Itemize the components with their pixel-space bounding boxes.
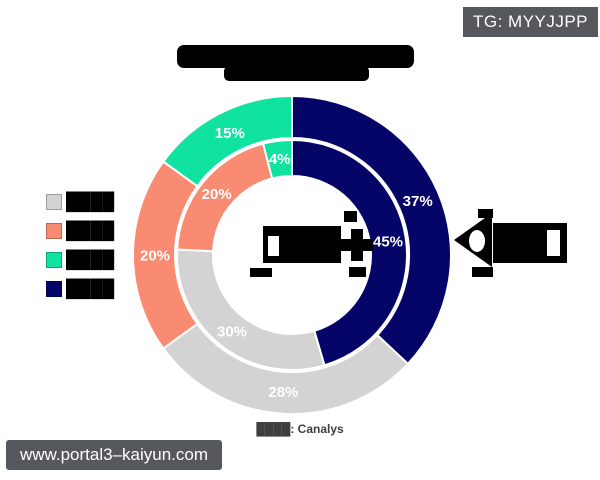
legend-item-navy: ████ — [46, 279, 115, 298]
segment-label-inner-gray: 30% — [217, 323, 247, 340]
legend-swatch-salmon — [46, 223, 62, 239]
telegram-badge: TG: MYYJJPP — [463, 7, 598, 37]
watermark-url: www.portal3–kaiyun.com — [6, 440, 222, 470]
segment-label-outer-green: 15% — [215, 125, 245, 142]
legend-label-redacted: ████ — [66, 221, 115, 240]
segment-label-inner-salmon: 20% — [202, 186, 232, 203]
donut-segment-labels: 37% 28% 20% 15% 45% 30% 20% 4% — [140, 125, 433, 401]
right-text-block-gap — [547, 230, 560, 256]
chart-legend: ████ ████ ████ ████ — [46, 192, 115, 310]
segment-label-outer-salmon: 20% — [140, 247, 170, 264]
legend-label-redacted: ████ — [66, 192, 115, 211]
right-text-tick — [472, 267, 493, 277]
center-text-block-gap — [268, 236, 279, 256]
center-text-tick — [349, 267, 366, 277]
plus-icon — [351, 229, 363, 261]
legend-label-redacted: ████ — [66, 279, 115, 298]
legend-swatch-gray — [46, 194, 62, 210]
legend-swatch-green — [46, 252, 62, 268]
left-arrow-hole — [469, 230, 485, 252]
donut-segment-inner-navy — [291, 139, 408, 367]
donut-segment-outer-green — [162, 95, 293, 188]
source-note: ████: Canalys — [256, 422, 344, 436]
legend-item-gray: ████ — [46, 192, 115, 211]
right-text-tick — [478, 209, 493, 218]
title-redacted-block-1 — [177, 45, 414, 68]
legend-label-redacted: ████ — [66, 250, 115, 269]
donut-segment-inner-green — [262, 139, 293, 180]
center-text-tick — [250, 268, 272, 277]
donut-segment-outer-navy — [291, 95, 452, 365]
center-redacted-text — [250, 211, 373, 277]
legend-item-salmon: ████ — [46, 221, 115, 240]
segment-label-outer-navy: 37% — [403, 193, 433, 210]
donut-segments — [132, 95, 452, 415]
legend-swatch-navy — [46, 281, 62, 297]
segment-label-outer-gray: 28% — [268, 384, 298, 401]
legend-item-green: ████ — [46, 250, 115, 269]
center-text-tick — [344, 211, 357, 222]
right-redacted-text — [454, 209, 567, 277]
title-redacted-block-2 — [224, 66, 369, 81]
segment-label-inner-green: 4% — [269, 151, 291, 168]
segment-label-inner-navy: 45% — [373, 233, 403, 250]
